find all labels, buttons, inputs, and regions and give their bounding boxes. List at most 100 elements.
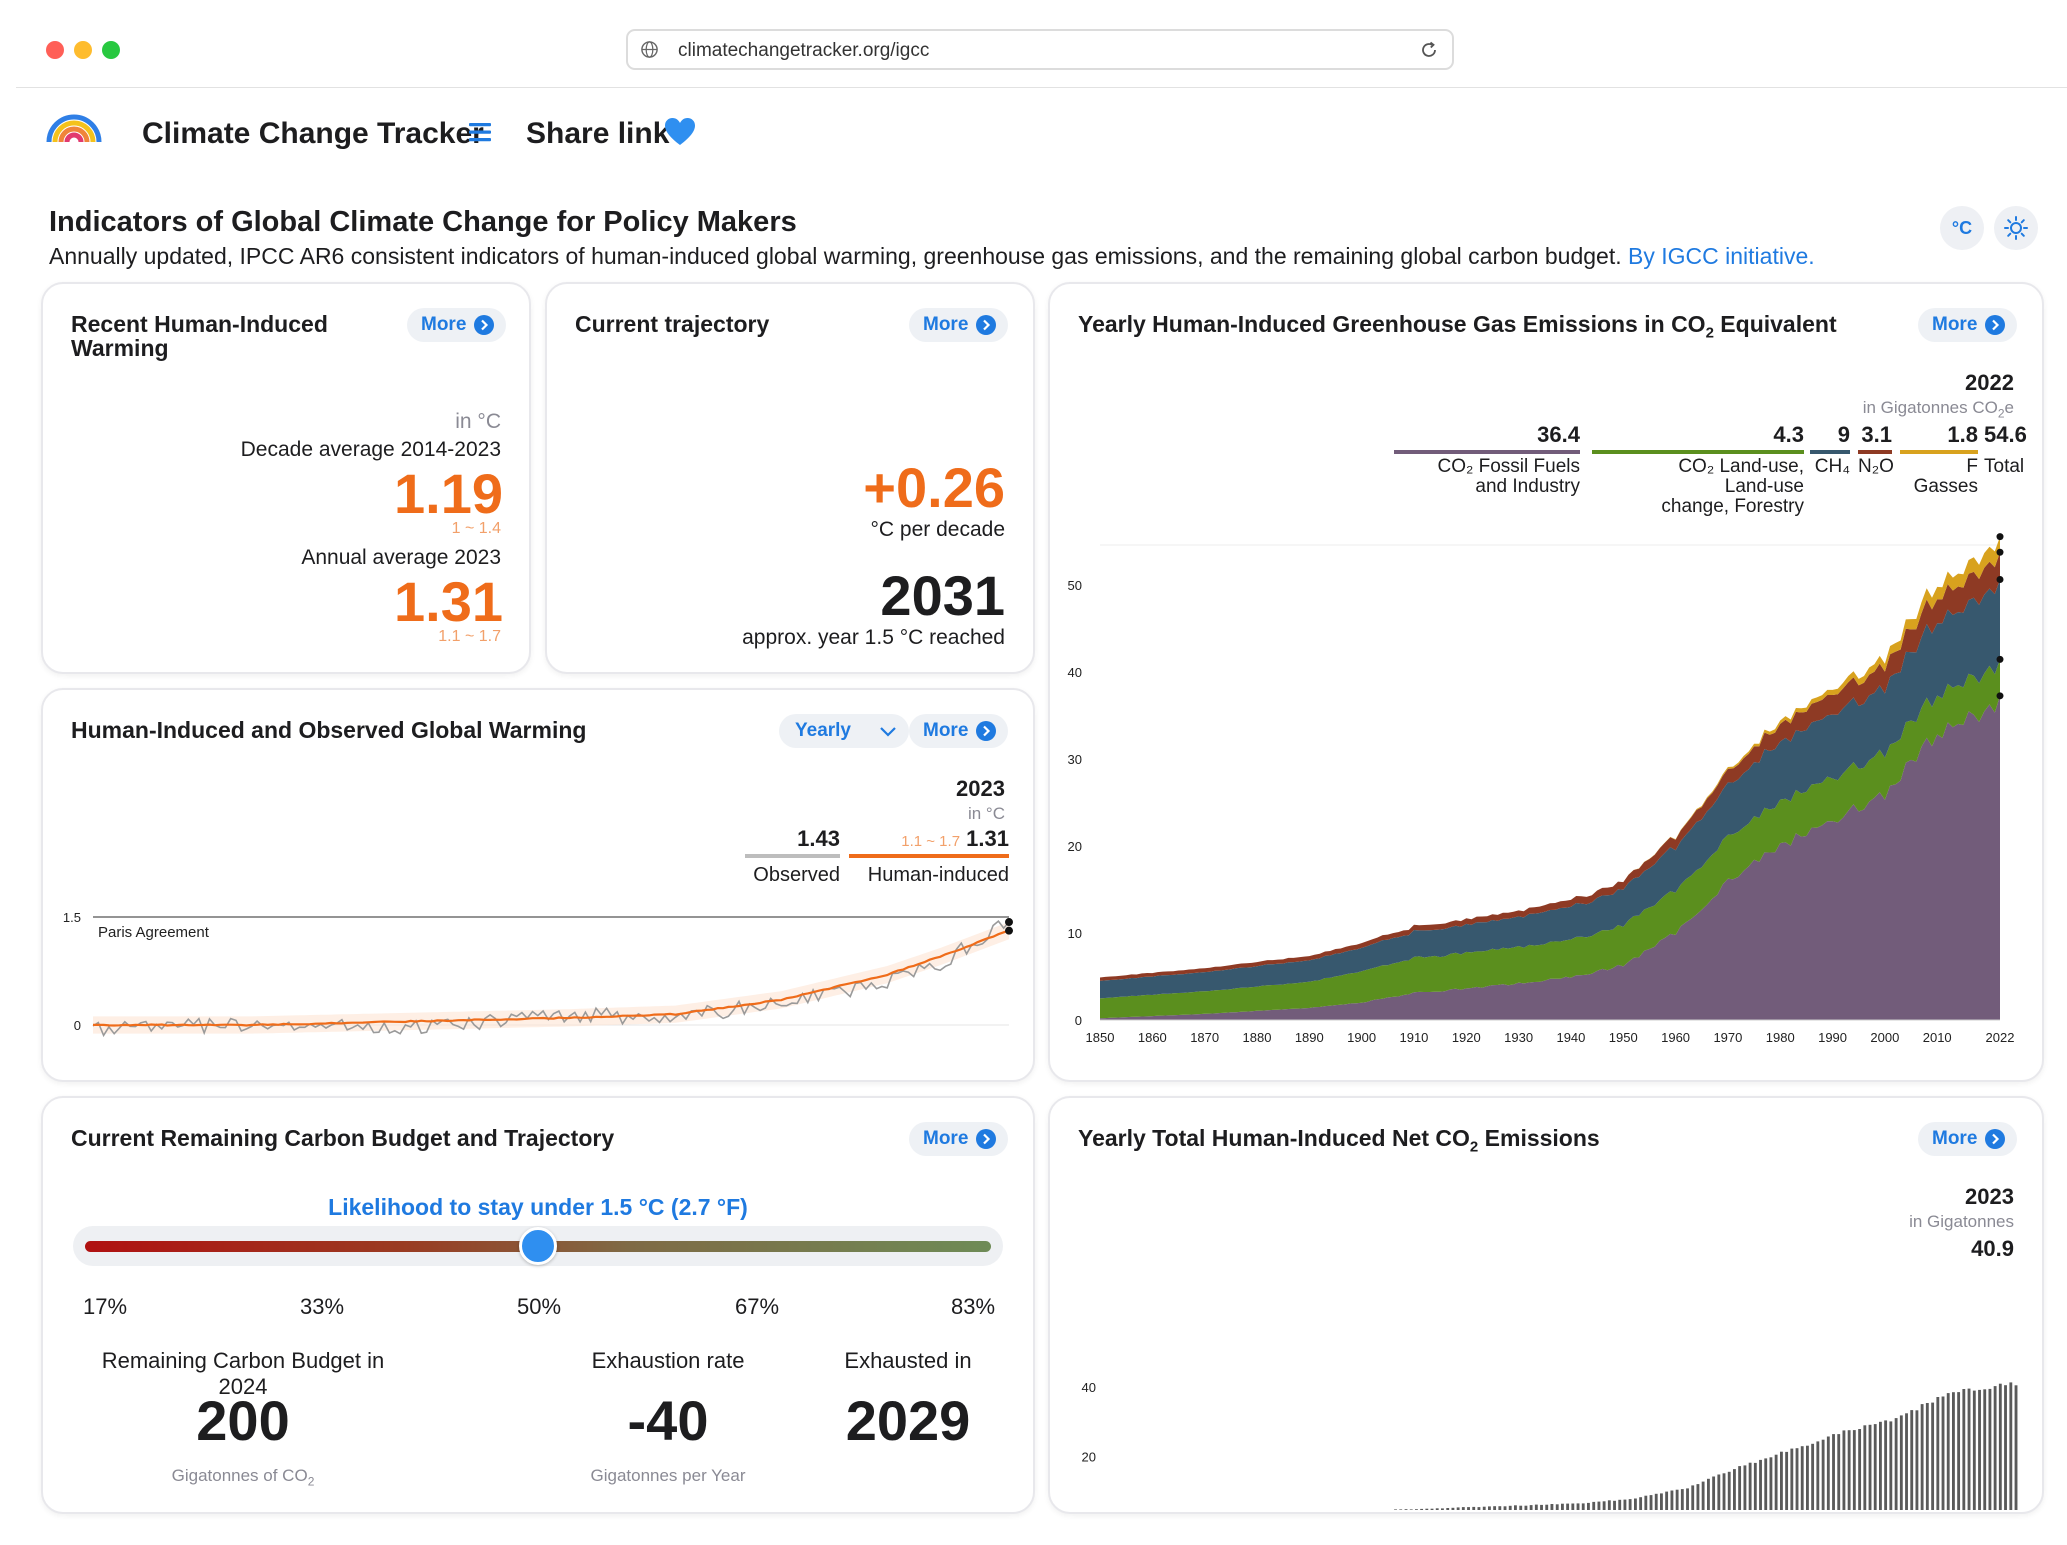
bar <box>1503 1506 1507 1510</box>
theme-toggle-button[interactable] <box>1994 206 2038 250</box>
bar <box>1978 1389 1981 1510</box>
y-tick-label: 0 <box>74 1018 81 1033</box>
more-button[interactable]: More <box>407 308 507 342</box>
bar <box>1514 1505 1517 1510</box>
legend-label: and Industry <box>1475 476 1580 497</box>
x-tick-label: 2022 <box>1986 1030 2015 1045</box>
bar <box>1472 1506 1476 1510</box>
heart-icon[interactable] <box>664 117 696 147</box>
observed-end-dot <box>1005 918 1013 927</box>
bar <box>1482 1506 1486 1510</box>
bar <box>1915 1410 1919 1510</box>
chevron-right-icon <box>1985 1129 2006 1149</box>
more-button[interactable]: More <box>909 1122 1009 1156</box>
more-button[interactable]: More <box>1918 308 2018 342</box>
bar <box>1879 1421 1882 1510</box>
maximize-window-button[interactable] <box>102 41 120 59</box>
legend-value: 9 <box>1837 422 1850 447</box>
bar <box>1639 1497 1643 1510</box>
legend-human-induced: 1.1 ~ 1.7 1.31 Human-induced <box>849 826 1009 887</box>
unit-toggle-button[interactable]: °C <box>1940 206 1984 250</box>
bar <box>1722 1473 1726 1510</box>
x-tick-label: 1940 <box>1556 1030 1585 1045</box>
bar <box>1607 1500 1611 1510</box>
bar <box>1571 1503 1575 1510</box>
human-range: 1.1 ~ 1.7 <box>901 833 961 850</box>
legend-label: CO₂ Fossil Fuels <box>1437 456 1580 477</box>
more-button[interactable]: More <box>909 308 1009 342</box>
bar <box>1441 1508 1444 1510</box>
decade-range: 1 ~ 1.4 <box>451 520 501 537</box>
legend-label: CH₄ <box>1814 456 1850 477</box>
bar <box>1467 1507 1470 1510</box>
bar <box>1435 1508 1439 1510</box>
bar <box>1868 1424 1872 1510</box>
legend-label: N₂O <box>1858 456 1894 477</box>
bar <box>1962 1389 1966 1510</box>
exhausted-value: 2029 <box>845 1389 971 1452</box>
threshold-year-value: 2031 <box>880 564 1005 627</box>
legend-observed: 1.43 Observed <box>745 826 840 887</box>
ghg-emissions-card: Yearly Human-Induced Greenhouse Gas Emis… <box>1048 282 2044 1082</box>
bar <box>1686 1488 1689 1510</box>
minimize-window-button[interactable] <box>74 41 92 59</box>
chevron-right-icon <box>976 721 997 741</box>
bar <box>1446 1508 1450 1510</box>
bar <box>1602 1501 1606 1510</box>
legend-label: CO₂ Land-use, <box>1678 456 1804 477</box>
bar <box>1780 1451 1783 1510</box>
chart-value: 40.9 <box>1971 1236 2014 1261</box>
rate-unit: Gigatonnes per Year <box>590 1466 746 1485</box>
frequency-select[interactable]: Yearly <box>779 714 909 748</box>
title-line-1: Recent Human-Induced <box>71 311 328 337</box>
reload-icon[interactable] <box>1418 39 1440 61</box>
bar <box>1644 1495 1648 1510</box>
rainbow-logo-icon[interactable] <box>44 108 104 148</box>
rate-value: -40 <box>627 1389 709 1452</box>
x-tick-label: 1850 <box>1086 1030 1115 1045</box>
card-title: Yearly Total Human-Induced Net CO2 Emiss… <box>1078 1126 1600 1160</box>
bar <box>1905 1413 1908 1510</box>
bar <box>1967 1388 1971 1510</box>
close-window-button[interactable] <box>46 41 64 59</box>
bar <box>1654 1493 1658 1510</box>
x-tick-label: 1970 <box>1713 1030 1742 1045</box>
bar <box>1576 1503 1580 1510</box>
igcc-link[interactable]: By IGCC initiative. <box>1628 243 1815 269</box>
human-swatch <box>849 854 1009 858</box>
address-bar[interactable]: climatechangetracker.org/igcc <box>626 29 1454 70</box>
bar <box>1748 1462 1752 1510</box>
observed-label: Observed <box>753 864 840 886</box>
subtitle-text: Annually updated, IPCC AR6 consistent in… <box>49 243 1622 269</box>
slider-tick-label: 33% <box>299 1294 345 1319</box>
legend-item: 1.8 F Gasses <box>1900 422 1978 497</box>
annual-label: Annual average 2023 <box>301 546 501 569</box>
unit-label: in °C <box>455 410 501 433</box>
more-button[interactable]: More <box>909 714 1009 748</box>
brand-title[interactable]: Climate Change Tracker <box>142 117 484 150</box>
more-label: More <box>1932 1128 1978 1149</box>
bar <box>1415 1509 1418 1510</box>
title-text-end: Emissions <box>1478 1125 1600 1151</box>
menu-icon[interactable] <box>468 120 492 144</box>
remaining-unit-text: Gigatonnes of CO <box>171 1466 308 1485</box>
chart-unit: in Gigatonnes <box>1909 1212 2014 1231</box>
bar <box>1623 1499 1627 1510</box>
slider-tick-label: 17% <box>82 1294 128 1319</box>
x-tick-label: 1860 <box>1138 1030 1167 1045</box>
bar <box>1701 1481 1705 1510</box>
bar <box>1858 1429 1862 1510</box>
likelihood-slider[interactable] <box>73 1226 1003 1266</box>
slider-handle[interactable] <box>519 1227 557 1265</box>
trajectory-card: Current trajectory More +0.26 °C per dec… <box>545 282 1035 674</box>
more-button[interactable]: More <box>1918 1122 2018 1156</box>
y-tick-label: 20 <box>1068 839 1082 854</box>
share-link[interactable]: Share link <box>526 117 670 150</box>
legend-label: Land-use <box>1724 476 1804 497</box>
card-title: Yearly Human-Induced Greenhouse Gas Emis… <box>1078 312 1837 346</box>
y-tick-label: 1.5 <box>63 910 81 925</box>
legend-label: F Gasses <box>1913 456 1978 497</box>
bar <box>1983 1389 1987 1510</box>
bar <box>1540 1504 1543 1510</box>
unit-text: in Gigatonnes CO <box>1862 398 1998 417</box>
